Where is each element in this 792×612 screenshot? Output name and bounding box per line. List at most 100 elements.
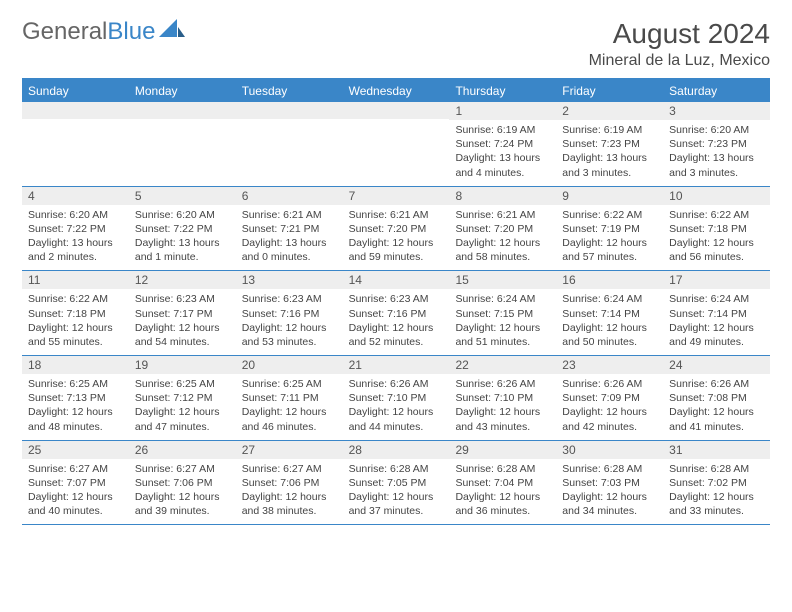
calendar: Sunday Monday Tuesday Wednesday Thursday… <box>22 78 770 525</box>
day-number: 31 <box>663 441 770 459</box>
day-body: Sunrise: 6:20 AMSunset: 7:22 PMDaylight:… <box>129 205 236 271</box>
day-body: Sunrise: 6:22 AMSunset: 7:18 PMDaylight:… <box>663 205 770 271</box>
daylight-text: Daylight: 12 hours and 59 minutes. <box>349 236 444 264</box>
daylight-text: Daylight: 12 hours and 56 minutes. <box>669 236 764 264</box>
day-cell: 3Sunrise: 6:20 AMSunset: 7:23 PMDaylight… <box>663 102 770 186</box>
day-number: 13 <box>236 271 343 289</box>
day-number: 17 <box>663 271 770 289</box>
sunrise-text: Sunrise: 6:24 AM <box>455 292 550 306</box>
day-number: 22 <box>449 356 556 374</box>
daylight-text: Daylight: 13 hours and 3 minutes. <box>562 151 657 179</box>
day-body: Sunrise: 6:28 AMSunset: 7:03 PMDaylight:… <box>556 459 663 525</box>
day-cell: 4Sunrise: 6:20 AMSunset: 7:22 PMDaylight… <box>22 187 129 271</box>
sunset-text: Sunset: 7:06 PM <box>242 476 337 490</box>
day-body: Sunrise: 6:28 AMSunset: 7:02 PMDaylight:… <box>663 459 770 525</box>
day-number: 9 <box>556 187 663 205</box>
day-cell: 10Sunrise: 6:22 AMSunset: 7:18 PMDayligh… <box>663 187 770 271</box>
day-cell: 18Sunrise: 6:25 AMSunset: 7:13 PMDayligh… <box>22 356 129 440</box>
sunset-text: Sunset: 7:02 PM <box>669 476 764 490</box>
sunset-text: Sunset: 7:08 PM <box>669 391 764 405</box>
day-number: 5 <box>129 187 236 205</box>
day-body: Sunrise: 6:26 AMSunset: 7:10 PMDaylight:… <box>343 374 450 440</box>
day-cell: 20Sunrise: 6:25 AMSunset: 7:11 PMDayligh… <box>236 356 343 440</box>
sunrise-text: Sunrise: 6:28 AM <box>455 462 550 476</box>
day-number <box>343 102 450 119</box>
day-body: Sunrise: 6:23 AMSunset: 7:16 PMDaylight:… <box>343 289 450 355</box>
sunset-text: Sunset: 7:22 PM <box>28 222 123 236</box>
day-cell: 14Sunrise: 6:23 AMSunset: 7:16 PMDayligh… <box>343 271 450 355</box>
day-number: 26 <box>129 441 236 459</box>
sunset-text: Sunset: 7:12 PM <box>135 391 230 405</box>
day-cell: 27Sunrise: 6:27 AMSunset: 7:06 PMDayligh… <box>236 441 343 525</box>
day-cell: 12Sunrise: 6:23 AMSunset: 7:17 PMDayligh… <box>129 271 236 355</box>
day-body: Sunrise: 6:26 AMSunset: 7:09 PMDaylight:… <box>556 374 663 440</box>
day-cell <box>129 102 236 186</box>
daylight-text: Daylight: 12 hours and 43 minutes. <box>455 405 550 433</box>
day-body: Sunrise: 6:19 AMSunset: 7:24 PMDaylight:… <box>449 120 556 186</box>
day-cell: 16Sunrise: 6:24 AMSunset: 7:14 PMDayligh… <box>556 271 663 355</box>
day-body: Sunrise: 6:20 AMSunset: 7:22 PMDaylight:… <box>22 205 129 271</box>
daylight-text: Daylight: 12 hours and 54 minutes. <box>135 321 230 349</box>
day-cell: 2Sunrise: 6:19 AMSunset: 7:23 PMDaylight… <box>556 102 663 186</box>
sunrise-text: Sunrise: 6:19 AM <box>562 123 657 137</box>
sunset-text: Sunset: 7:23 PM <box>669 137 764 151</box>
daylight-text: Daylight: 12 hours and 52 minutes. <box>349 321 444 349</box>
day-number: 30 <box>556 441 663 459</box>
sunrise-text: Sunrise: 6:25 AM <box>28 377 123 391</box>
sunrise-text: Sunrise: 6:27 AM <box>135 462 230 476</box>
day-cell <box>343 102 450 186</box>
day-cell: 31Sunrise: 6:28 AMSunset: 7:02 PMDayligh… <box>663 441 770 525</box>
day-body: Sunrise: 6:24 AMSunset: 7:14 PMDaylight:… <box>556 289 663 355</box>
daylight-text: Daylight: 13 hours and 0 minutes. <box>242 236 337 264</box>
daylight-text: Daylight: 12 hours and 36 minutes. <box>455 490 550 518</box>
sunset-text: Sunset: 7:16 PM <box>349 307 444 321</box>
sunset-text: Sunset: 7:06 PM <box>135 476 230 490</box>
weekday-header: Tuesday <box>236 80 343 102</box>
day-number: 21 <box>343 356 450 374</box>
sunset-text: Sunset: 7:05 PM <box>349 476 444 490</box>
sunrise-text: Sunrise: 6:24 AM <box>562 292 657 306</box>
sunrise-text: Sunrise: 6:22 AM <box>669 208 764 222</box>
day-number: 4 <box>22 187 129 205</box>
day-number: 10 <box>663 187 770 205</box>
brand-logo: GeneralBlue <box>22 18 185 46</box>
day-body: Sunrise: 6:24 AMSunset: 7:14 PMDaylight:… <box>663 289 770 355</box>
weekday-header: Sunday <box>22 80 129 102</box>
sunset-text: Sunset: 7:10 PM <box>349 391 444 405</box>
day-body: Sunrise: 6:22 AMSunset: 7:19 PMDaylight:… <box>556 205 663 271</box>
day-cell: 6 Sunrise: 6:21 AMSunset: 7:21 PMDaylight… <box>236 187 343 271</box>
logo-sail-icon <box>159 18 185 46</box>
day-number: 15 <box>449 271 556 289</box>
day-number: 19 <box>129 356 236 374</box>
daylight-text: Daylight: 12 hours and 39 minutes. <box>135 490 230 518</box>
sunset-text: Sunset: 7:18 PM <box>28 307 123 321</box>
sunrise-text: Sunrise: 6:21 AM <box>242 208 337 222</box>
sunset-text: Sunset: 7:11 PM <box>242 391 337 405</box>
daylight-text: Daylight: 13 hours and 4 minutes. <box>455 151 550 179</box>
daylight-text: Daylight: 12 hours and 57 minutes. <box>562 236 657 264</box>
day-cell: 21Sunrise: 6:26 AMSunset: 7:10 PMDayligh… <box>343 356 450 440</box>
daylight-text: Daylight: 12 hours and 38 minutes. <box>242 490 337 518</box>
day-body: Sunrise: 6:21 AMSunset: 7:20 PMDaylight:… <box>449 205 556 271</box>
sunset-text: Sunset: 7:23 PM <box>562 137 657 151</box>
day-number: 3 <box>663 102 770 120</box>
day-cell: 17Sunrise: 6:24 AMSunset: 7:14 PMDayligh… <box>663 271 770 355</box>
week-row: 18Sunrise: 6:25 AMSunset: 7:13 PMDayligh… <box>22 356 770 441</box>
day-number: 6 <box>236 187 343 205</box>
sunset-text: Sunset: 7:21 PM <box>242 222 337 236</box>
day-body: Sunrise: 6:26 AMSunset: 7:10 PMDaylight:… <box>449 374 556 440</box>
week-row: 1Sunrise: 6:19 AMSunset: 7:24 PMDaylight… <box>22 102 770 187</box>
day-body: Sunrise: 6:24 AMSunset: 7:15 PMDaylight:… <box>449 289 556 355</box>
title-block: August 2024 Mineral de la Luz, Mexico <box>589 18 770 70</box>
day-cell: 1Sunrise: 6:19 AMSunset: 7:24 PMDaylight… <box>449 102 556 186</box>
day-body: Sunrise: 6:27 AMSunset: 7:06 PMDaylight:… <box>236 459 343 525</box>
sunset-text: Sunset: 7:03 PM <box>562 476 657 490</box>
weekday-header: Saturday <box>663 80 770 102</box>
day-number: 7 <box>343 187 450 205</box>
daylight-text: Daylight: 12 hours and 53 minutes. <box>242 321 337 349</box>
sunset-text: Sunset: 7:15 PM <box>455 307 550 321</box>
weekday-header: Wednesday <box>343 80 450 102</box>
day-body: Sunrise: 6:20 AMSunset: 7:23 PMDaylight:… <box>663 120 770 186</box>
sunset-text: Sunset: 7:20 PM <box>455 222 550 236</box>
week-row: 11Sunrise: 6:22 AMSunset: 7:18 PMDayligh… <box>22 271 770 356</box>
